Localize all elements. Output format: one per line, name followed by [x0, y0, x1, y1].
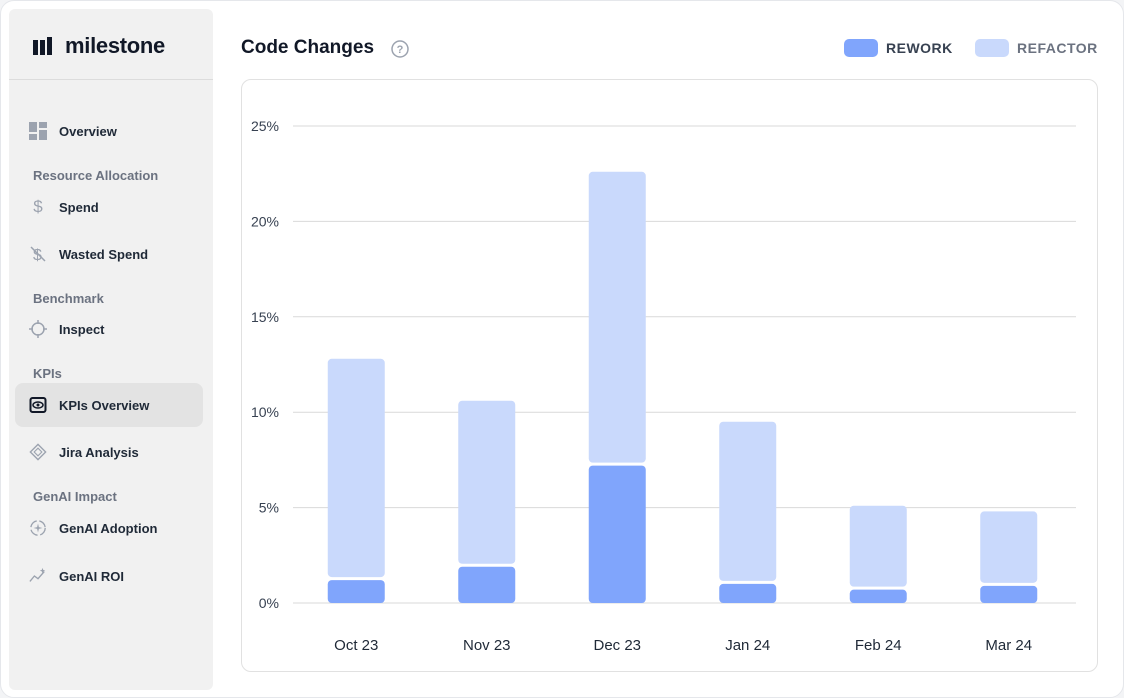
bar-rework-dec-23	[588, 465, 646, 603]
svg-text:?: ?	[397, 44, 404, 56]
sidebar-item-genai-roi[interactable]: GenAI ROI	[15, 554, 203, 598]
y-tick-label: 20%	[251, 213, 279, 229]
logo-divider	[9, 79, 213, 80]
y-tick-label: 10%	[251, 404, 279, 420]
x-tick-label: Oct 23	[334, 637, 378, 654]
dollar-slash-icon: $	[29, 245, 47, 263]
logo-text: milestone	[65, 33, 165, 58]
diamond-icon	[29, 443, 47, 461]
sidebar-item-inspect[interactable]: Inspect	[15, 307, 203, 351]
bar-rework-feb-24	[849, 589, 907, 603]
x-tick-label: Feb 24	[855, 637, 902, 654]
sidebar-item-jira-analysis[interactable]: Jira Analysis	[15, 430, 203, 474]
bar-refactor-dec-23	[588, 171, 646, 463]
dashboard-icon	[29, 122, 47, 140]
sidebar-item-overview[interactable]: Overview	[15, 109, 203, 153]
y-tick-label: 25%	[251, 118, 279, 134]
legend-swatch-refactor	[975, 39, 1009, 57]
x-tick-label: Nov 23	[463, 637, 511, 654]
bar-refactor-feb-24	[849, 505, 907, 587]
milestone-logo-icon	[33, 37, 52, 55]
bar-refactor-jan-24	[719, 421, 777, 581]
legend-swatch-rework	[844, 39, 878, 57]
svg-text:$: $	[33, 247, 42, 263]
legend-label: REFACTOR	[1017, 40, 1098, 56]
section-resource-allocation: Resource Allocation	[33, 168, 159, 183]
x-tick-label: Dec 23	[593, 637, 641, 654]
sparkle-cycle-icon	[29, 519, 47, 537]
stacked-bar-chart: 0% 5% 10% 15% 20% 25% Oct 23 Nov 23 Dec 23 Jan 24…	[251, 118, 1076, 654]
section-kpis: KPIs	[33, 366, 62, 381]
sidebar-item-label: Jira Analysis	[59, 444, 139, 460]
sidebar-item-label: Spend	[59, 199, 99, 215]
section-genai-impact: GenAI Impact	[33, 489, 117, 504]
crosshair-icon	[29, 320, 47, 338]
sidebar: milestone Overview Resource Allocation $…	[9, 9, 213, 690]
bar-refactor-mar-24	[980, 511, 1038, 583]
sidebar-item-spend[interactable]: $ Spend	[15, 185, 203, 229]
sidebar-item-label: Wasted Spend	[59, 246, 149, 262]
bar-rework-oct-23	[327, 580, 385, 603]
sparkle-trend-icon	[29, 567, 47, 585]
bar-refactor-nov-23	[458, 400, 516, 564]
bar-rework-mar-24	[980, 585, 1038, 603]
x-tick-label: Mar 24	[985, 637, 1032, 654]
dollar-icon: $	[33, 197, 43, 216]
sidebar-item-label: Inspect	[59, 321, 105, 337]
x-tick-label: Jan 24	[725, 637, 770, 654]
sidebar-item-label: Overview	[59, 123, 117, 139]
sidebar-item-kpis-overview[interactable]: KPIs Overview	[15, 383, 203, 427]
help-icon[interactable]: ?	[391, 40, 409, 63]
section-benchmark: Benchmark	[33, 291, 104, 306]
bar-rework-jan-24	[719, 583, 777, 603]
sidebar-item-label: KPIs Overview	[59, 397, 150, 413]
legend-rework: REWORK	[844, 39, 953, 57]
sidebar-item-wasted-spend[interactable]: $ Wasted Spend	[15, 232, 203, 276]
sidebar-item-genai-adoption[interactable]: GenAI Adoption	[15, 506, 203, 550]
legend-label: REWORK	[886, 40, 953, 56]
legend-refactor: REFACTOR	[975, 39, 1098, 57]
sidebar-item-label: GenAI ROI	[59, 568, 125, 584]
bar-rework-nov-23	[458, 566, 516, 603]
y-tick-label: 0%	[259, 595, 279, 611]
y-tick-label: 5%	[259, 500, 279, 516]
bar-refactor-oct-23	[327, 358, 385, 578]
eye-icon	[29, 396, 47, 414]
chart-title: Code Changes	[241, 37, 375, 58]
y-tick-label: 15%	[251, 309, 279, 325]
sidebar-item-label: GenAI Adoption	[59, 520, 158, 536]
logo[interactable]: milestone	[33, 33, 165, 59]
